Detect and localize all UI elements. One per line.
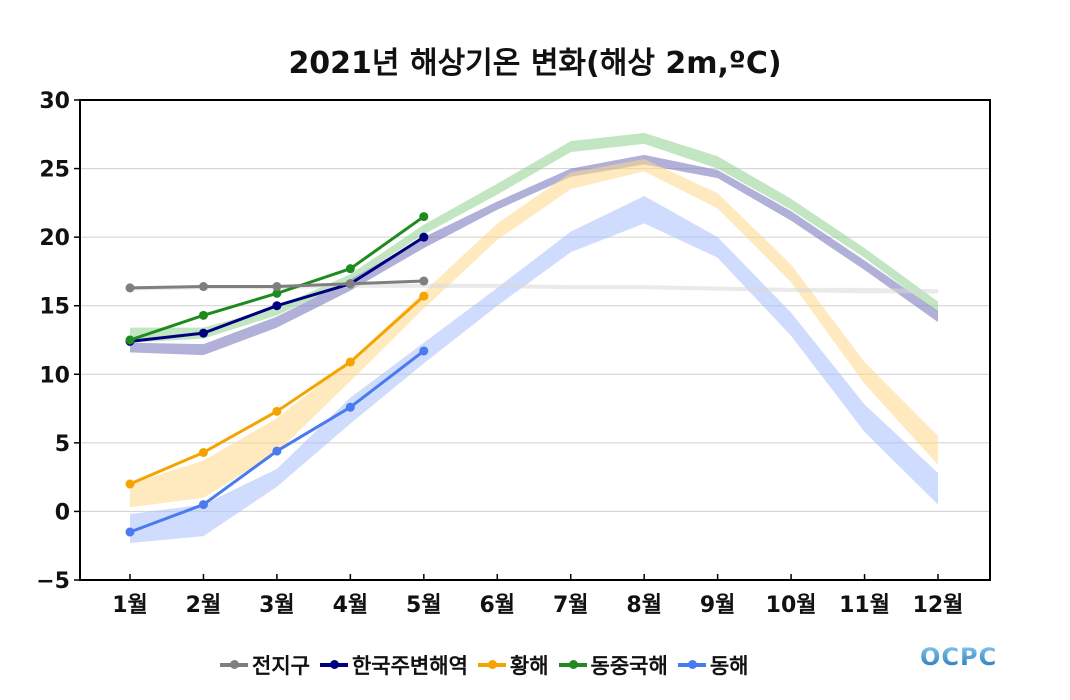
y-tick-label: 30 [39, 89, 70, 114]
legend: 전지구 한국주변해역 황해 동중국해 동해 [220, 650, 748, 680]
band-황해 [130, 158, 938, 508]
data-point-동해-5월 [419, 346, 429, 356]
x-tick-label: 10월 [766, 593, 817, 618]
data-point-동중국해-4월 [345, 264, 355, 274]
legend-item: 동해 [677, 650, 749, 680]
x-tick-label: 7월 [553, 593, 589, 618]
data-point-한국주변해역-2월 [198, 328, 208, 338]
legend-item: 동중국해 [558, 650, 668, 680]
data-point-전지구-2월 [198, 282, 208, 292]
y-tick-label: 20 [39, 226, 70, 251]
x-tick-label: 12월 [913, 593, 964, 618]
legend-label: 황해 [509, 654, 549, 678]
legend-swatch-icon [558, 660, 587, 669]
data-point-전지구-4월 [345, 279, 355, 289]
data-point-황해-1월 [125, 479, 135, 489]
data-point-전지구-1월 [125, 283, 135, 293]
y-tick-label: 25 [39, 158, 70, 183]
y-tick-label: 0 [55, 500, 70, 525]
legend-item: 전지구 [220, 650, 310, 680]
data-point-동해-2월 [198, 500, 208, 510]
x-axis-ticks: 1월 2월 3월 4월 5월 6월 7월 8월 9월 10월 11월 12월 [112, 574, 963, 618]
legend-label: 전지구 [252, 654, 310, 678]
data-point-한국주변해역-3월 [272, 301, 282, 311]
legend-item: 황해 [477, 650, 549, 680]
legend-swatch-icon [220, 660, 248, 669]
series-lines [125, 212, 429, 537]
data-point-동해-4월 [345, 402, 355, 412]
legend-swatch-icon [677, 660, 706, 669]
band-동해 [130, 196, 938, 543]
data-point-동중국해-3월 [272, 288, 282, 298]
data-point-전지구-5월 [419, 276, 429, 286]
x-tick-label: 1월 [112, 593, 148, 618]
x-tick-label: 9월 [700, 593, 736, 618]
x-tick-label: 3월 [259, 593, 295, 618]
climatology-bands [130, 132, 938, 543]
data-point-한국주변해역-5월 [419, 232, 429, 242]
band-한국주변해역 [130, 154, 938, 356]
data-point-동해-3월 [272, 446, 282, 456]
y-tick-label: 15 [39, 295, 70, 320]
legend-label: 한국주변해역 [351, 654, 468, 678]
legend-item: 한국주변해역 [319, 650, 468, 680]
data-point-황해-2월 [198, 447, 208, 457]
data-point-전지구-3월 [272, 282, 282, 292]
x-tick-label: 6월 [479, 593, 515, 618]
data-point-동중국해-1월 [125, 335, 135, 345]
y-tick-label: 5 [55, 432, 70, 457]
x-tick-label: 2월 [186, 593, 222, 618]
x-tick-label: 11월 [839, 593, 890, 618]
data-point-동중국해-2월 [198, 310, 208, 320]
legend-swatch-icon [477, 660, 506, 669]
x-tick-label: 5월 [406, 593, 442, 618]
legend-label: 동해 [709, 654, 749, 678]
legend-swatch-icon [319, 660, 348, 669]
y-tick-label: −5 [36, 569, 70, 594]
data-point-황해-5월 [419, 291, 429, 301]
x-tick-label: 4월 [333, 593, 369, 618]
data-point-동중국해-5월 [419, 212, 429, 222]
y-tick-label: 10 [39, 363, 70, 388]
data-point-동해-1월 [125, 527, 135, 537]
data-point-황해-4월 [345, 357, 355, 367]
legend-label: 동중국해 [590, 654, 668, 678]
y-axis-ticks: −5 0 5 10 15 20 25 30 [36, 89, 80, 594]
x-tick-label: 8월 [626, 593, 662, 618]
data-point-황해-3월 [272, 406, 282, 416]
ocpc-logo: OCPC [920, 643, 998, 671]
chart-title: 2021년 해상기온 변화(해상 2m,ºC) [288, 46, 782, 81]
band-전지구 [130, 283, 938, 294]
plot-frame [79, 99, 991, 581]
